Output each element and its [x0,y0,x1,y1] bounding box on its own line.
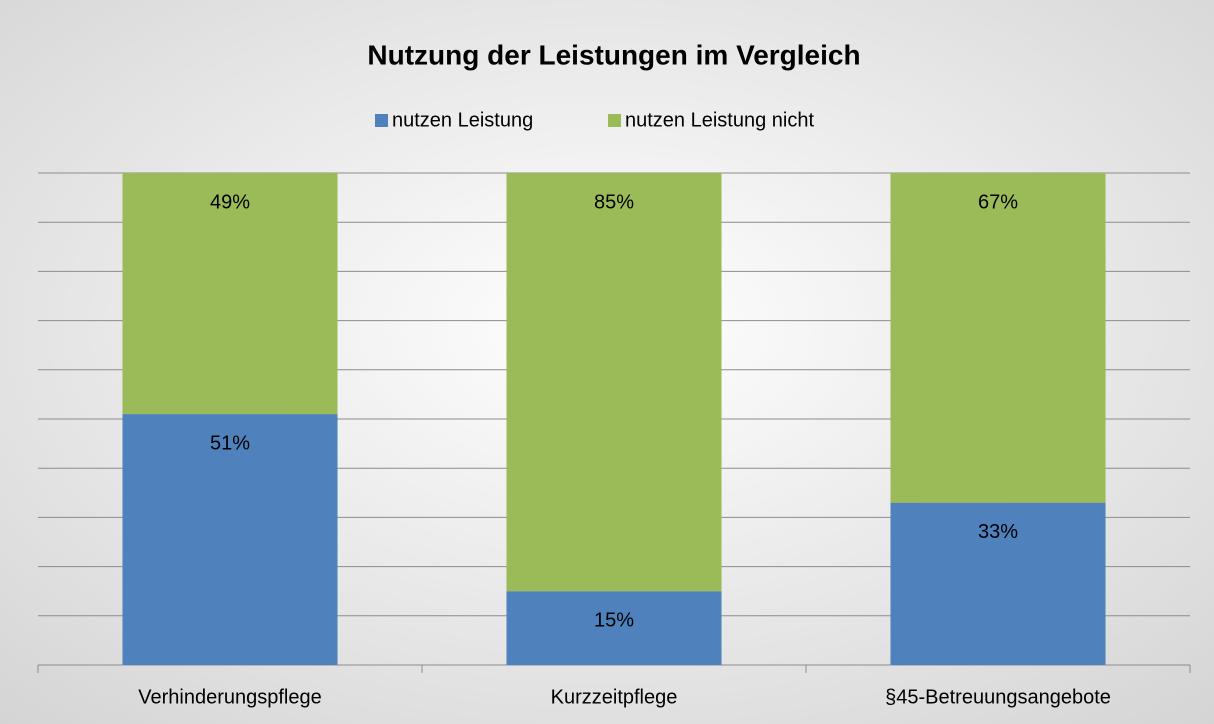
bar-segment [122,173,338,415]
data-label: 49% [210,191,250,213]
bar-segment [506,591,722,665]
bar-segment [506,173,722,592]
legend-label: nutzen Leistung nicht [625,109,814,131]
x-tick-label: Verhinderungspflege [138,686,321,708]
x-tick-label: Kurzzeitpflege [551,686,678,708]
legend-swatch [608,114,621,127]
bar-segment [890,502,1106,665]
legend-swatch [375,114,388,127]
legend-label: nutzen Leistung [392,109,533,131]
chart-title: Nutzung der Leistungen im Vergleich [367,39,860,70]
data-label: 85% [594,191,634,213]
bar-segment [890,173,1106,503]
x-tick-label: §45-Betreuungsangebote [885,686,1111,708]
bar-segment [122,414,338,665]
data-label: 67% [978,191,1018,213]
data-label: 15% [594,609,634,631]
data-label: 51% [210,432,250,454]
data-label: 33% [978,521,1018,543]
